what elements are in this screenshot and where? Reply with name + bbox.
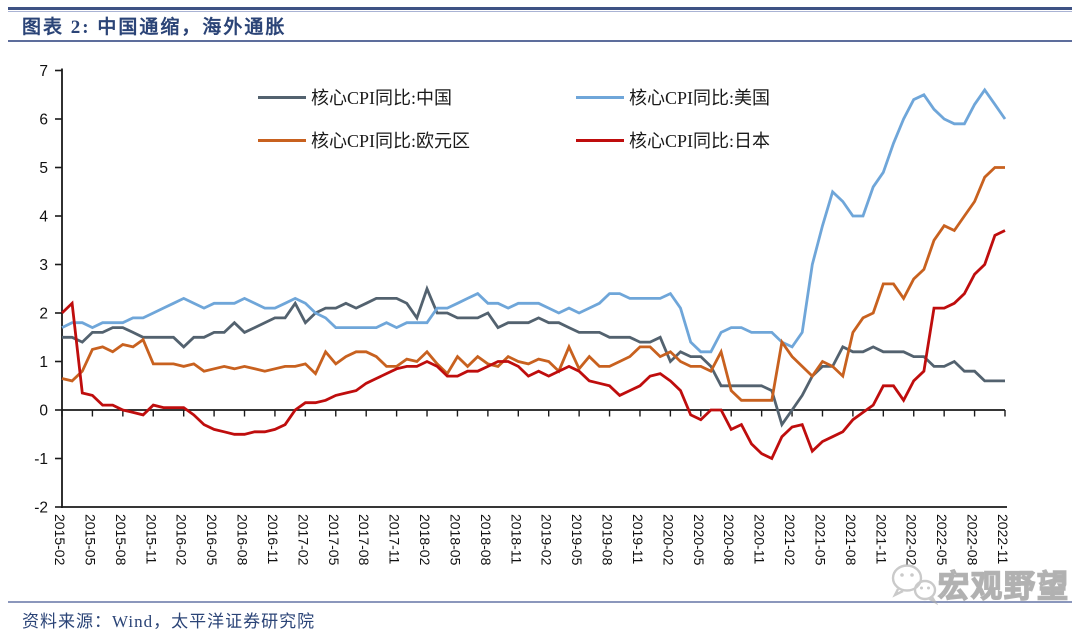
svg-text:2020-05: 2020-05 [691, 514, 707, 566]
svg-text:2018-11: 2018-11 [508, 514, 524, 565]
legend-item-eurozone: 核心CPI同比:欧元区 [258, 127, 470, 153]
header-top-rule-thin [8, 11, 1072, 12]
svg-text:2015-05: 2015-05 [82, 514, 98, 566]
svg-text:2015-11: 2015-11 [143, 514, 159, 565]
svg-text:2017-11: 2017-11 [387, 514, 403, 565]
legend-swatch-eurozone [258, 138, 306, 142]
svg-text:2021-08: 2021-08 [843, 514, 859, 566]
figure-title: 图表 2: 中国通缩，海外通胀 [22, 17, 287, 38]
header-top-rule [8, 7, 1072, 10]
svg-text:3: 3 [39, 257, 48, 274]
svg-text:2016-11: 2016-11 [265, 514, 281, 565]
legend-swatch-china [258, 95, 306, 99]
svg-text:2017-02: 2017-02 [295, 514, 311, 566]
svg-text:2017-08: 2017-08 [356, 514, 372, 566]
svg-text:2016-02: 2016-02 [174, 514, 190, 566]
svg-text:2016-08: 2016-08 [235, 514, 251, 566]
legend-item-us: 核心CPI同比:美国 [576, 84, 770, 110]
svg-text:1: 1 [39, 354, 48, 371]
svg-text:7: 7 [39, 63, 48, 80]
svg-text:2015-08: 2015-08 [113, 514, 129, 566]
svg-text:6: 6 [39, 112, 48, 129]
svg-text:2022-05: 2022-05 [934, 514, 950, 566]
svg-text:5: 5 [39, 160, 48, 177]
svg-text:2020-11: 2020-11 [752, 514, 768, 565]
svg-text:2018-05: 2018-05 [447, 514, 463, 566]
svg-text:2015-02: 2015-02 [52, 514, 68, 566]
svg-text:2022-02: 2022-02 [904, 514, 920, 566]
svg-text:2020-08: 2020-08 [721, 514, 737, 566]
svg-text:2018-08: 2018-08 [478, 514, 494, 566]
svg-text:2019-02: 2019-02 [539, 514, 555, 566]
svg-text:0: 0 [39, 403, 48, 420]
svg-text:2: 2 [39, 306, 48, 323]
legend-label-eurozone: 核心CPI同比:欧元区 [311, 131, 471, 151]
svg-text:2021-05: 2021-05 [812, 514, 828, 566]
svg-text:2017-05: 2017-05 [326, 514, 342, 566]
svg-text:2020-02: 2020-02 [660, 514, 676, 566]
svg-text:2019-11: 2019-11 [630, 514, 646, 565]
svg-text:-2: -2 [34, 500, 48, 517]
svg-text:2021-02: 2021-02 [782, 514, 798, 566]
svg-text:2021-11: 2021-11 [873, 514, 889, 565]
legend-item-japan: 核心CPI同比:日本 [576, 127, 770, 153]
footer-rule [8, 601, 1072, 603]
source-note: 资料来源：Wind，太平洋证券研究院 [22, 612, 316, 631]
legend-swatch-japan [576, 138, 624, 142]
legend-item-china: 核心CPI同比:中国 [258, 84, 452, 110]
legend-label-japan: 核心CPI同比:日本 [629, 131, 771, 151]
svg-text:4: 4 [39, 209, 48, 226]
legend-label-us: 核心CPI同比:美国 [629, 88, 771, 108]
legend-swatch-us [576, 95, 624, 99]
svg-text:2019-05: 2019-05 [569, 514, 585, 566]
svg-text:2016-05: 2016-05 [204, 514, 220, 566]
svg-text:-1: -1 [34, 451, 48, 468]
svg-text:2018-02: 2018-02 [417, 514, 433, 566]
svg-text:2022-11: 2022-11 [995, 514, 1011, 565]
legend-label-china: 核心CPI同比:中国 [311, 88, 453, 108]
svg-text:2022-08: 2022-08 [965, 514, 981, 566]
svg-text:2019-08: 2019-08 [600, 514, 616, 566]
title-underline [8, 40, 1072, 42]
